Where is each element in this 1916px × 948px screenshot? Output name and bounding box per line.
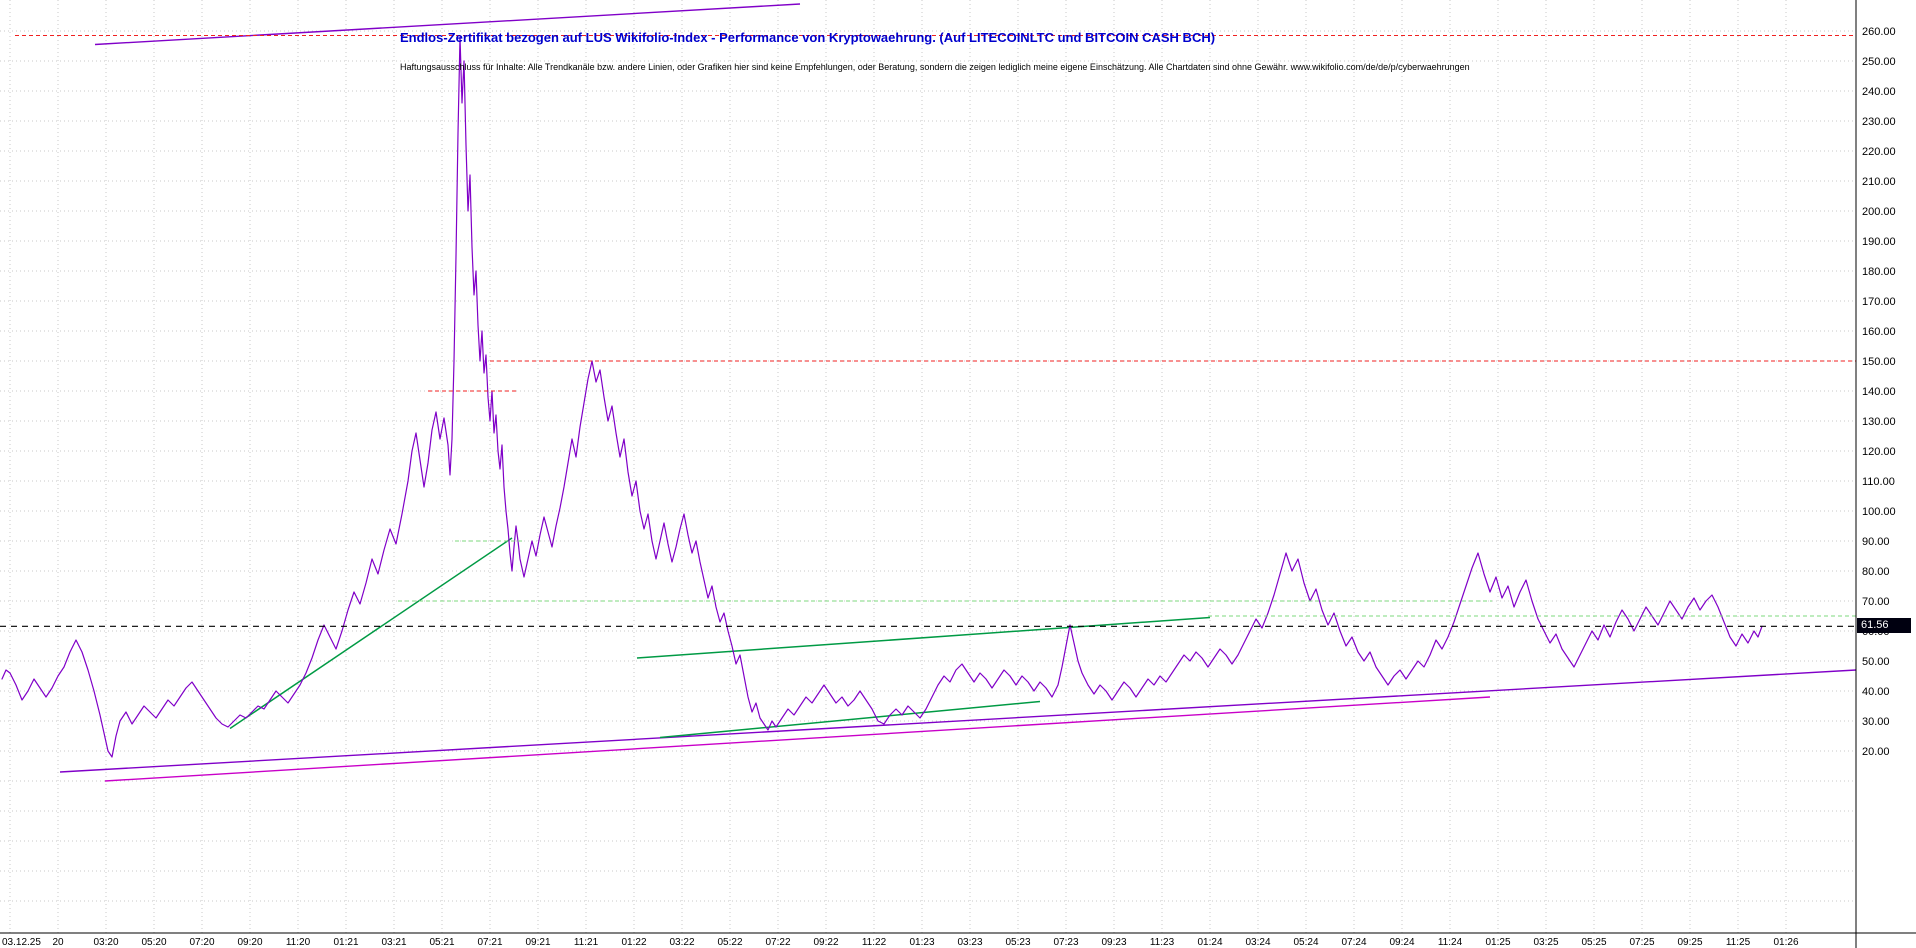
y-axis-label: 80.00: [1862, 566, 1890, 578]
y-axis-label: 170.00: [1862, 296, 1896, 308]
x-axis-label: 03.12.25: [2, 937, 41, 948]
x-axis-label: 03:25: [1533, 937, 1558, 948]
x-axis-label: 20: [52, 937, 64, 948]
y-axis-label: 50.00: [1862, 656, 1890, 668]
y-axis-label: 160.00: [1862, 326, 1896, 338]
y-axis-label: 90.00: [1862, 536, 1890, 548]
x-axis-label: 07:23: [1053, 937, 1078, 948]
x-axis-label: 11:25: [1726, 937, 1751, 948]
x-axis-label: 05:20: [141, 937, 166, 948]
y-axis-label: 260.00: [1862, 26, 1896, 38]
trend-line: [229, 537, 513, 730]
y-axis-label: 180.00: [1862, 266, 1896, 278]
y-axis-label: 220.00: [1862, 146, 1896, 158]
x-axis-label: 07:25: [1629, 937, 1654, 948]
chart-disclaimer: Haftungsausschluss für Inhalte: Alle Tre…: [400, 62, 1470, 72]
y-axis-label: 30.00: [1862, 716, 1890, 728]
trend-line: [94, 3, 801, 46]
x-axis-label: 01:25: [1485, 937, 1510, 948]
x-axis-label: 11:21: [574, 937, 599, 948]
y-axis-label: 230.00: [1862, 116, 1896, 128]
x-axis-label: 07:21: [477, 937, 502, 948]
y-axis-label: 70.00: [1862, 596, 1890, 608]
x-axis-label: 09:25: [1677, 937, 1702, 948]
y-axis-label: 250.00: [1862, 56, 1896, 68]
x-axis-label: 05:22: [717, 937, 742, 948]
x-axis-label: 01:22: [621, 937, 646, 948]
x-axis-label: 01:23: [909, 937, 934, 948]
y-axis-label: 110.00: [1862, 476, 1895, 488]
x-axis-label: 09:22: [813, 937, 838, 948]
x-axis-label: 03:21: [381, 937, 406, 948]
y-axis-label: 210.00: [1862, 176, 1896, 188]
x-axis-label: 11:22: [862, 937, 887, 948]
chart-title: Endlos-Zertifikat bezogen auf LUS Wikifo…: [400, 30, 1216, 45]
y-axis-label: 150.00: [1862, 356, 1896, 368]
y-axis-label: 200.00: [1862, 206, 1896, 218]
y-axis-label: 100.00: [1862, 506, 1896, 518]
x-axis-label: 03:20: [93, 937, 118, 948]
x-axis-label: 09:24: [1389, 937, 1414, 948]
x-axis-label: 07:22: [765, 937, 790, 948]
x-axis-label: 05:24: [1293, 937, 1318, 948]
y-axis-label: 120.00: [1862, 446, 1896, 458]
y-axis-label: 20.00: [1862, 746, 1890, 758]
y-axis-label: 190.00: [1862, 236, 1896, 248]
x-axis-label: 07:24: [1341, 937, 1366, 948]
x-axis-label: 05:25: [1581, 937, 1606, 948]
y-axis-label: 140.00: [1862, 386, 1896, 398]
x-axis-label: 03:23: [957, 937, 982, 948]
current-price-badge: 61.56: [1857, 618, 1911, 633]
y-axis-label: 40.00: [1862, 686, 1890, 698]
x-axis-label: 09:20: [237, 937, 262, 948]
y-axis-label: 240.00: [1862, 86, 1896, 98]
trend-line: [59, 669, 1857, 773]
trend-line: [659, 700, 1041, 739]
x-axis-label: 01:21: [333, 937, 358, 948]
y-axis-label: 130.00: [1862, 416, 1896, 428]
x-axis-label: 09:21: [525, 937, 550, 948]
x-axis-label: 11:24: [1438, 937, 1463, 948]
x-axis-label: 01:24: [1197, 937, 1222, 948]
x-axis-label: 09:23: [1101, 937, 1126, 948]
trend-line: [104, 696, 1491, 782]
x-axis-label: 07:20: [189, 937, 214, 948]
price-series-line: [1, 36, 1763, 758]
x-axis-label: 11:23: [1150, 937, 1175, 948]
x-axis-label: 05:23: [1005, 937, 1030, 948]
trend-line: [636, 616, 1211, 659]
x-axis-label: 05:21: [429, 937, 454, 948]
x-axis-label: 03:22: [669, 937, 694, 948]
x-axis-label: 03:24: [1245, 937, 1270, 948]
x-axis-label: 11:20: [286, 937, 311, 948]
x-axis-label: 01:26: [1773, 937, 1798, 948]
